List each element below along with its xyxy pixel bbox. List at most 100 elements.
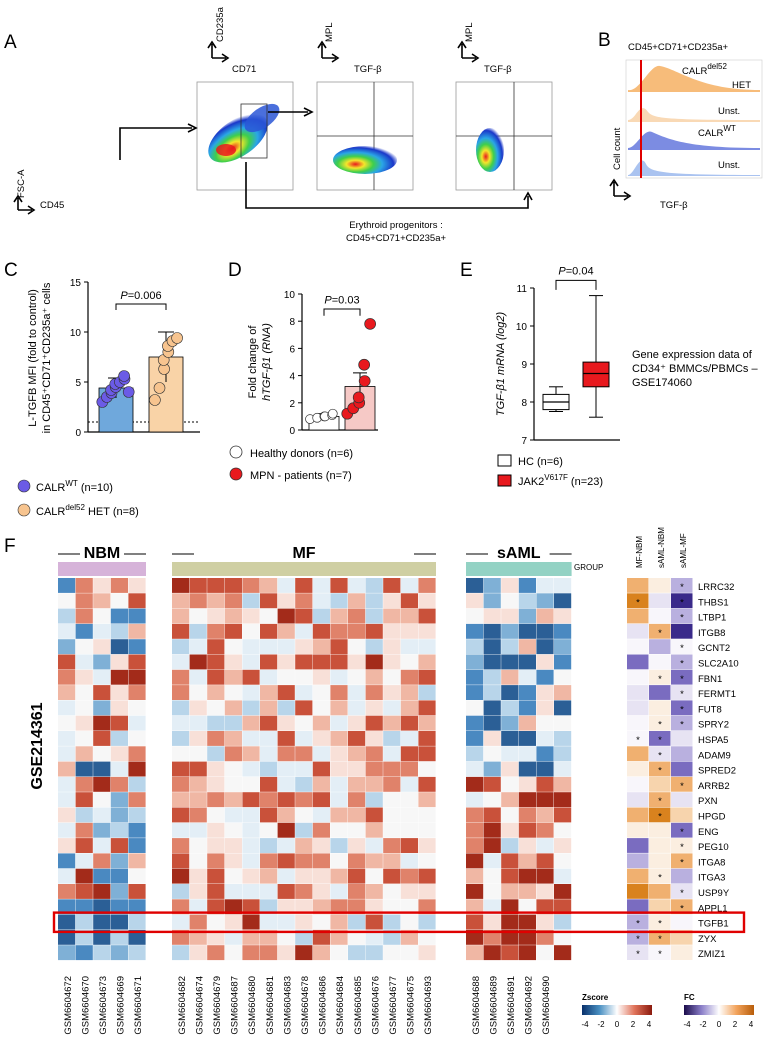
heatmap-cell (400, 639, 418, 655)
heatmap-cell (554, 593, 572, 609)
heatmap-cell (93, 685, 111, 700)
heatmap-cell (260, 700, 278, 716)
heatmap-cell (348, 700, 366, 716)
fc-colorbar (684, 1005, 754, 1015)
heatmap-cell (365, 623, 383, 639)
heatmap-cell (483, 853, 501, 869)
d-point (352, 391, 365, 404)
heatmap-cell (224, 792, 242, 808)
heatmap-cell (400, 929, 418, 945)
heatmap-cell (260, 807, 278, 823)
heatmap-cell (483, 929, 501, 945)
sample-label: GSM6604684 (335, 976, 346, 1035)
fc-star: * (680, 597, 684, 608)
fc-star: * (680, 643, 684, 654)
heatmap-cell (518, 578, 536, 593)
heatmap-cell (224, 639, 242, 655)
fc-cell (649, 945, 671, 960)
heatmap-cell (483, 669, 501, 685)
heatmap-cell (348, 715, 366, 731)
heatmap-cell (172, 669, 190, 685)
heatmap-cell (260, 914, 278, 930)
heatmap-cell (348, 868, 366, 884)
heatmap-cell (554, 929, 572, 945)
sample-label: GSM6604691 (506, 976, 517, 1035)
heatmap-cell (383, 792, 401, 808)
heatmap-cell (330, 685, 348, 700)
heatmap-cell (418, 685, 436, 700)
e-y-tick-label: 7 (521, 436, 527, 447)
heatmap-cell (501, 853, 519, 869)
d-y-tick-label: 4 (289, 372, 295, 383)
d-y-tick-label: 0 (289, 426, 295, 437)
heatmap-cell (58, 639, 76, 655)
heatmap-cell (348, 822, 366, 838)
heatmap-cell (418, 669, 436, 685)
heatmap-cell (110, 700, 128, 716)
heatmap-cell (242, 792, 260, 808)
heatmap-cell (483, 822, 501, 838)
heatmap-cell (383, 761, 401, 777)
heatmap-cell (295, 884, 313, 899)
heatmap-cell (501, 838, 519, 853)
heatmap-cell (330, 761, 348, 777)
heatmap-cell (418, 899, 436, 915)
heatmap-cell (501, 700, 519, 716)
heatmap-cell (501, 654, 519, 670)
d-legend-marker (229, 467, 243, 481)
heatmap-cell (400, 669, 418, 685)
heatmap-cell (312, 929, 330, 945)
fc-cell (649, 761, 671, 777)
d-ylabel-1: Fold change of (247, 325, 259, 399)
gene-label: ZMIZ1 (698, 949, 725, 960)
heatmap-cell (242, 884, 260, 899)
heatmap-cell (466, 623, 484, 639)
heatmap-cell (260, 929, 278, 945)
heatmap-cell (75, 761, 93, 777)
heatmap-cell (312, 578, 330, 593)
heatmap-cell (348, 685, 366, 700)
heatmap-cell (518, 700, 536, 716)
heatmap-cell (466, 593, 484, 609)
heatmap-cell (128, 639, 146, 655)
heatmap-cell (260, 623, 278, 639)
heatmap-cell (189, 929, 207, 945)
heatmap-cell (383, 853, 401, 869)
sample-label: GSM6604680 (247, 976, 258, 1035)
heatmap-cell (536, 715, 554, 731)
gene-label: HSPA5 (698, 735, 728, 746)
heatmap-cell (536, 593, 554, 609)
d-pvalue: P=0.03 (324, 295, 359, 307)
heatmap-cell (58, 853, 76, 869)
heatmap-cell (58, 669, 76, 685)
fc-cell (649, 731, 671, 746)
heatmap-cell (128, 623, 146, 639)
fc-star: * (658, 949, 662, 960)
heatmap-cell (189, 746, 207, 762)
heatmap-cell (312, 945, 330, 961)
heatmap-cell (348, 746, 366, 762)
heatmap-cell (224, 685, 242, 700)
heatmap-cell (110, 792, 128, 808)
heatmap-cell (207, 868, 225, 884)
fc-star: * (680, 689, 684, 700)
heatmap-cell (172, 899, 190, 915)
fc-star: * (658, 796, 662, 807)
fc-star: * (680, 659, 684, 670)
heatmap-cell (189, 776, 207, 792)
heatmap-cell (312, 807, 330, 823)
heatmap-cell (207, 700, 225, 716)
fc-cell (649, 853, 671, 869)
heatmap-cell (260, 608, 278, 624)
c-legend-label: CALRWT (n=10) (36, 479, 113, 494)
c-point (149, 394, 161, 406)
heatmap-cell (277, 669, 295, 685)
heatmap-cell (501, 792, 519, 808)
fc-cell (649, 807, 671, 823)
heatmap-cell (536, 776, 554, 792)
heatmap-cell (277, 807, 295, 823)
heatmap-cell (110, 593, 128, 609)
c-legend-marker (17, 479, 31, 493)
heatmap-cell (400, 914, 418, 930)
heatmap-cell (128, 807, 146, 823)
